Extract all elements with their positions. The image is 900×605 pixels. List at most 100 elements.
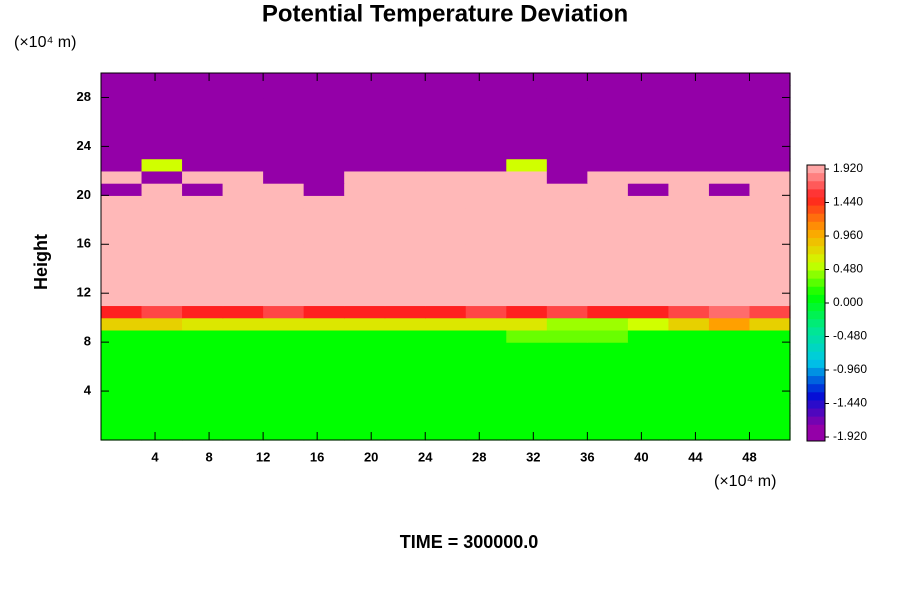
heat-cell xyxy=(384,97,426,111)
heat-cell xyxy=(587,121,629,135)
heat-cell xyxy=(546,354,588,368)
heat-cell xyxy=(263,293,305,307)
heat-cell xyxy=(303,244,345,258)
heat-cell xyxy=(101,342,143,355)
heat-cell xyxy=(546,219,588,233)
colorbar-swatch xyxy=(807,294,825,304)
heat-cell xyxy=(344,170,386,184)
heat-cell xyxy=(708,293,751,307)
heat-cell xyxy=(384,195,426,209)
heat-cell xyxy=(546,280,588,294)
colorbar-swatch xyxy=(807,238,825,247)
heat-cell xyxy=(668,232,710,245)
heat-cell xyxy=(263,378,305,392)
heat-cell xyxy=(222,427,264,441)
heat-cell xyxy=(668,427,710,441)
heat-cell xyxy=(546,170,588,184)
heat-cell xyxy=(627,342,670,355)
heat-cell xyxy=(668,219,710,233)
heat-cell xyxy=(506,244,548,258)
heat-cell xyxy=(749,219,791,233)
heat-cell xyxy=(627,244,670,258)
heat-cell xyxy=(587,170,629,184)
heat-cell xyxy=(506,427,548,441)
heat-cell xyxy=(749,329,791,343)
heat-cell xyxy=(425,146,467,160)
colorbar-swatch xyxy=(807,392,825,401)
heat-cell xyxy=(425,317,467,331)
heat-cell xyxy=(303,403,345,417)
x-tick-label: 16 xyxy=(310,449,324,464)
heat-cell xyxy=(668,244,710,258)
heat-cell xyxy=(141,293,183,307)
heat-cell xyxy=(101,280,143,294)
heat-cell xyxy=(668,305,710,319)
heat-cell xyxy=(101,121,143,135)
y-axis-label: Height xyxy=(31,234,51,290)
heat-cell xyxy=(587,244,629,258)
y-tick-label: 20 xyxy=(77,187,91,202)
heat-cell xyxy=(101,293,143,307)
heat-cell xyxy=(101,183,143,196)
heat-cell xyxy=(141,366,183,380)
colorbar-tick-label: 0.000 xyxy=(833,295,863,309)
heat-cell xyxy=(425,219,467,233)
heat-cell xyxy=(425,342,467,355)
colorbar-tick-label: -0.480 xyxy=(833,329,867,343)
colorbar-swatch xyxy=(807,262,825,272)
heat-cell xyxy=(506,232,548,245)
heat-cell xyxy=(425,195,467,209)
heat-cell xyxy=(101,317,143,331)
heat-cell xyxy=(465,73,507,86)
heat-cell xyxy=(222,73,264,86)
heat-cell xyxy=(627,170,670,184)
heat-cell xyxy=(465,403,507,417)
heat-cell xyxy=(506,207,548,221)
heat-cell xyxy=(222,85,264,99)
heat-cell xyxy=(141,329,183,343)
heat-cell xyxy=(465,195,507,209)
heat-cell xyxy=(222,415,264,429)
heat-cell xyxy=(303,146,345,160)
heat-cell xyxy=(303,317,345,331)
heat-cell xyxy=(263,109,305,123)
heat-cell xyxy=(668,268,710,282)
heat-cell xyxy=(384,378,426,392)
heat-cell xyxy=(627,121,670,135)
heat-cell xyxy=(425,268,467,282)
heat-cell xyxy=(425,158,467,172)
heat-cell xyxy=(506,329,548,343)
heat-cell xyxy=(506,109,548,123)
heat-cell xyxy=(749,427,791,441)
heat-cell xyxy=(627,415,670,429)
colorbar-swatch xyxy=(807,229,825,239)
heat-cell xyxy=(182,183,224,196)
heat-cell xyxy=(303,109,345,123)
heat-cell xyxy=(708,207,751,221)
heat-cell xyxy=(182,354,224,368)
heat-cell xyxy=(303,170,345,184)
heat-cell xyxy=(222,195,264,209)
heat-cell xyxy=(263,85,305,99)
heat-cell xyxy=(506,305,548,319)
heat-cell xyxy=(668,342,710,355)
heat-cell xyxy=(425,73,467,86)
heat-cell xyxy=(587,73,629,86)
heat-cell xyxy=(546,158,588,172)
heat-cell xyxy=(587,305,629,319)
heat-cell xyxy=(465,97,507,111)
heat-cell xyxy=(222,378,264,392)
heat-cell xyxy=(627,195,670,209)
heat-cell xyxy=(182,391,224,404)
heat-cell xyxy=(263,195,305,209)
heat-cell xyxy=(749,134,791,147)
heat-cell xyxy=(182,305,224,319)
colorbar-swatch xyxy=(807,416,825,426)
heat-cell xyxy=(546,366,588,380)
heat-cell xyxy=(101,366,143,380)
heat-cell xyxy=(627,378,670,392)
heat-cell xyxy=(263,366,305,380)
heat-cell xyxy=(182,317,224,331)
heat-cell xyxy=(506,134,548,147)
